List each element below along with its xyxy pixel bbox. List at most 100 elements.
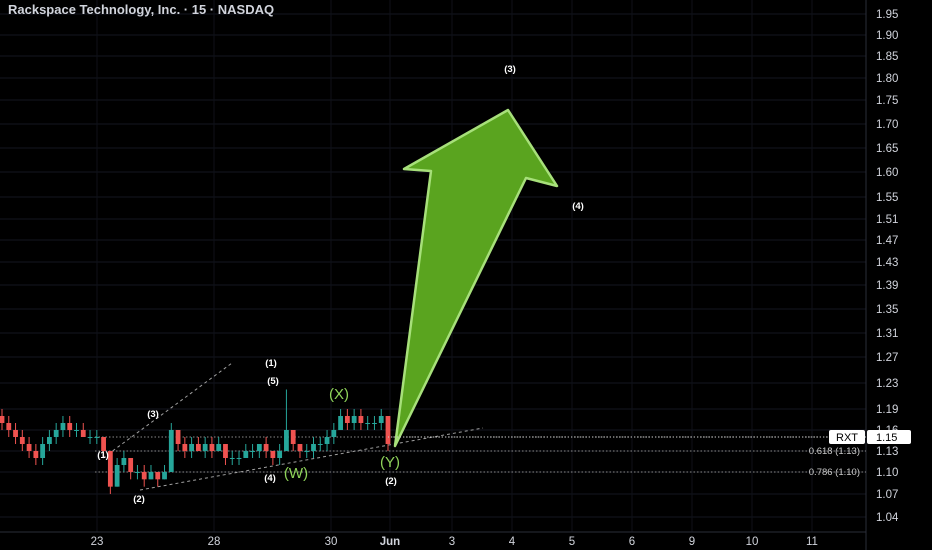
price-tick-label: 1.04 xyxy=(876,512,899,524)
time-tick-label: 30 xyxy=(325,536,338,548)
candle-body xyxy=(311,444,316,451)
candle-body xyxy=(256,444,262,451)
candle-body xyxy=(80,430,86,437)
candle-body xyxy=(101,437,106,451)
candlesticks xyxy=(0,389,391,494)
candle-body xyxy=(338,416,343,430)
candle-body xyxy=(114,465,120,487)
candle-body xyxy=(385,416,391,444)
wave-label: (1) xyxy=(97,450,109,461)
price-tick-label: 1.65 xyxy=(876,143,898,155)
price-tick-label: 1.47 xyxy=(876,235,898,247)
candle-body xyxy=(162,472,167,480)
price-tick-label: 1.85 xyxy=(876,51,898,63)
time-tick-label: 3 xyxy=(449,536,455,548)
wave-label: (W) xyxy=(284,465,308,482)
candle-body xyxy=(304,451,310,452)
price-tick-label: 1.43 xyxy=(876,257,898,269)
time-tick-label: 28 xyxy=(208,536,221,548)
candle-body xyxy=(182,444,188,451)
price-tick-label: 1.10 xyxy=(876,467,898,479)
price-tick-label: 1.39 xyxy=(876,280,898,292)
candle-body xyxy=(19,437,25,444)
candle-body xyxy=(0,416,5,423)
price-tick-label: 1.23 xyxy=(876,378,898,390)
price-tick-label: 1.35 xyxy=(876,304,898,316)
chart-title: Rackspace Technology, Inc. · 15 · NASDAQ xyxy=(8,2,274,17)
candle-body xyxy=(53,430,59,437)
wave-label: (3) xyxy=(147,409,159,420)
candle-body xyxy=(141,472,147,480)
price-tick-label: 1.55 xyxy=(876,192,898,204)
candle-body xyxy=(229,458,235,459)
candle-body xyxy=(317,444,323,445)
candle-body xyxy=(155,472,161,480)
candle-body xyxy=(223,444,228,458)
candle-body xyxy=(236,458,242,459)
time-tick-label: 10 xyxy=(746,536,759,548)
price-tag-box xyxy=(867,430,911,444)
time-tick-label: 23 xyxy=(91,536,104,548)
price-tick-label: 1.31 xyxy=(876,328,898,340)
candle-body xyxy=(195,444,201,451)
candle-body xyxy=(128,458,134,472)
candle-body xyxy=(87,437,93,438)
time-tick-label: Jun xyxy=(380,536,400,548)
candle-body xyxy=(331,430,337,437)
wave-label: (1) xyxy=(265,358,277,369)
candle-body xyxy=(209,444,215,451)
candle-body xyxy=(270,451,276,458)
price-tick-label: 1.70 xyxy=(876,119,898,131)
wave-label: (5) xyxy=(267,376,279,387)
time-tick-label: 11 xyxy=(806,536,818,548)
wave-label: (4) xyxy=(264,473,276,484)
candle-body xyxy=(372,423,377,424)
symbol-tag-box xyxy=(829,430,865,444)
candle-body xyxy=(6,423,12,430)
price-tag-value: 1.15 xyxy=(876,432,897,444)
fib-level-label: 0.618 (1.13) xyxy=(809,446,860,457)
price-tick-label: 1.60 xyxy=(876,167,898,179)
candle-body xyxy=(74,430,79,431)
candle-body xyxy=(40,444,46,458)
time-tick-label: 6 xyxy=(629,536,635,548)
upper-trend-line xyxy=(102,362,233,459)
wave-label: (X) xyxy=(329,386,349,403)
candle-body xyxy=(60,423,66,430)
candle-body xyxy=(351,416,357,423)
time-axis: 23 28 30 Jun 3 4 5 6 9 10 11 xyxy=(91,536,818,548)
price-tick-label: 1.75 xyxy=(876,95,898,107)
candle-body xyxy=(189,444,195,451)
candle-body xyxy=(250,451,255,452)
price-tick-label: 1.19 xyxy=(876,404,898,416)
projection-arrow[interactable] xyxy=(393,108,559,448)
price-tag: RXT 1.15 xyxy=(388,430,911,444)
trend-lines xyxy=(102,362,484,491)
candle-body xyxy=(243,451,249,458)
candle-body xyxy=(297,444,303,451)
lower-trend-line xyxy=(139,427,484,491)
candle-body xyxy=(290,430,296,444)
candle-body xyxy=(26,444,32,451)
candle-body xyxy=(365,423,371,424)
price-tick-label: 1.51 xyxy=(876,214,898,226)
candle-body xyxy=(47,437,52,444)
symbol-tag-label: RXT xyxy=(836,432,858,444)
wave-label: (Y) xyxy=(380,454,400,471)
candle-body xyxy=(277,451,283,458)
price-tick-label: 1.13 xyxy=(876,446,898,458)
candle-body xyxy=(202,444,208,451)
candle-body xyxy=(324,437,330,444)
candle-body xyxy=(175,430,181,444)
candle-body xyxy=(94,437,100,438)
wave-label: (3) xyxy=(504,64,516,75)
candle-body xyxy=(67,423,73,430)
candle-body xyxy=(107,451,113,487)
candle-body xyxy=(344,416,350,423)
wave-label: (4) xyxy=(572,201,584,212)
candle-body xyxy=(284,430,289,451)
candle-body xyxy=(13,430,18,437)
candle-body xyxy=(33,451,39,458)
time-tick-label: 5 xyxy=(569,536,575,548)
